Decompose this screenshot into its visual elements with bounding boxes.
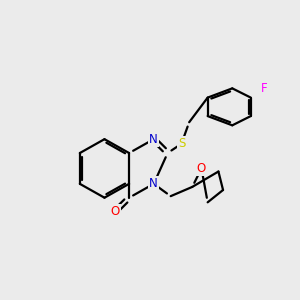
Text: F: F <box>261 82 268 95</box>
Text: O: O <box>197 162 206 175</box>
Text: O: O <box>111 205 120 218</box>
Text: S: S <box>178 137 185 150</box>
Text: N: N <box>149 177 158 190</box>
Text: N: N <box>149 133 158 146</box>
